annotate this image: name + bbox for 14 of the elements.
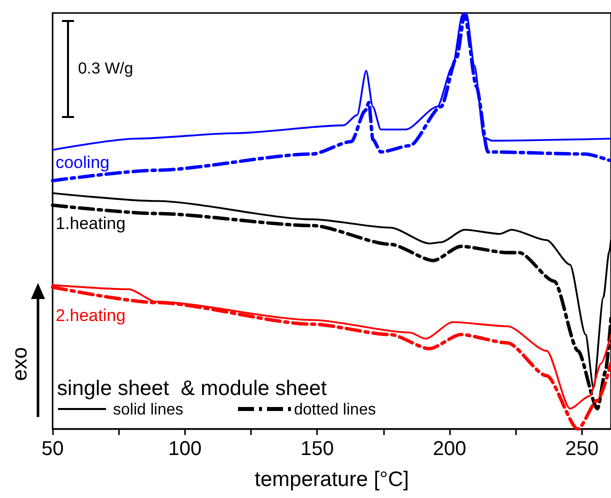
x-tick-label: 50 (41, 438, 64, 460)
x-tick-label: 200 (432, 438, 466, 460)
y-axis-title: exo (8, 347, 32, 381)
series-label: 2.heating (56, 306, 126, 326)
x-tick-label: 100 (168, 438, 202, 460)
series-label: 1.heating (56, 214, 126, 234)
annotation: solid lines (113, 402, 184, 418)
series-label: cooling (56, 152, 110, 172)
x-tick-label: 250 (565, 438, 599, 460)
annotation: 0.3 W/g (78, 60, 134, 78)
annotation: single sheet & module sheet (57, 377, 327, 400)
x-axis-title: temperature [°C] (254, 468, 409, 491)
annotation: dotted lines (294, 402, 376, 418)
x-tick-label: 150 (300, 438, 334, 460)
